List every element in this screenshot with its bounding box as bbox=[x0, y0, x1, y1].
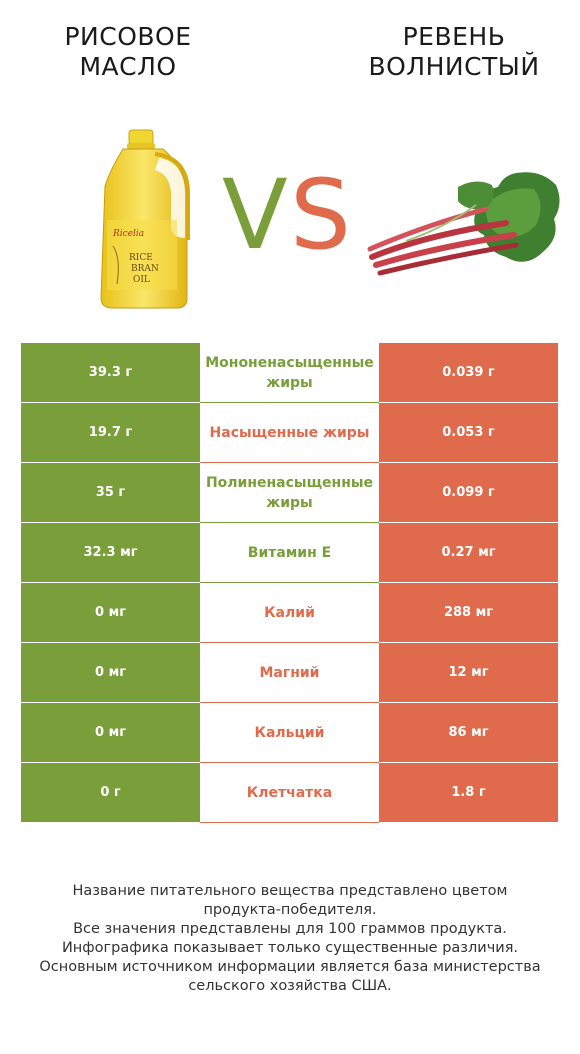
nutrient-name: Магний bbox=[259, 664, 320, 681]
right-value-cell: 0.039 г bbox=[379, 343, 558, 402]
nutrient-name-cell: Витамин E bbox=[200, 523, 379, 582]
table-row: 32.3 мг Витамин E 0.27 мг bbox=[21, 523, 558, 583]
table-row: 0 мг Магний 12 мг bbox=[21, 643, 558, 703]
vs-v-letter: V bbox=[222, 160, 288, 270]
nutrient-name: Витамин E bbox=[247, 544, 332, 561]
left-value-cell: 0 мг bbox=[21, 583, 200, 642]
left-product-title: Рисовое масло bbox=[3, 22, 253, 82]
row-divider bbox=[200, 822, 379, 823]
comparison-table: 39.3 г Мононенасыщенные жиры 0.039 г 19.7 г… bbox=[21, 343, 558, 823]
left-title-line2: масло bbox=[79, 52, 177, 81]
left-value-cell: 39.3 г bbox=[21, 343, 200, 402]
label-brand: Ricelia bbox=[112, 229, 144, 239]
label-line2: BRAN bbox=[131, 264, 159, 274]
label-line1: RICE bbox=[129, 253, 153, 263]
nutrient-name: Полиненасыщенные жиры bbox=[205, 474, 374, 511]
left-value-cell: 35 г bbox=[21, 463, 200, 522]
right-value-cell: 0.27 мг bbox=[379, 523, 558, 582]
table-row: 0 мг Кальций 86 мг bbox=[21, 703, 558, 763]
table-row: 35 г Полиненасыщенные жиры 0.099 г bbox=[21, 463, 558, 523]
left-value-cell: 0 мг bbox=[21, 703, 200, 762]
right-value-cell: 86 мг bbox=[379, 703, 558, 762]
row-divider bbox=[200, 522, 379, 523]
row-divider bbox=[200, 462, 379, 463]
vs-s-letter: S bbox=[290, 160, 351, 270]
footer-line: Инфографика показывает только существенн… bbox=[61, 940, 519, 956]
footer-line: Все значения представлены для 100 граммо… bbox=[73, 921, 507, 937]
right-value-cell: 0.053 г bbox=[379, 403, 558, 462]
table-row: 0 г Клетчатка 1.8 г bbox=[21, 763, 558, 823]
nutrient-name-cell: Магний bbox=[200, 643, 379, 702]
footer-notes: Название питательного вещества представл… bbox=[0, 882, 580, 996]
nutrient-name-cell: Калий bbox=[200, 583, 379, 642]
right-value-cell: 0.099 г bbox=[379, 463, 558, 522]
row-divider bbox=[200, 582, 379, 583]
left-value-cell: 32.3 мг bbox=[21, 523, 200, 582]
table-row: 19.7 г Насыщенные жиры 0.053 г bbox=[21, 403, 558, 463]
table-row: 39.3 г Мононенасыщенные жиры 0.039 г bbox=[21, 343, 558, 403]
left-value-cell: 19.7 г bbox=[21, 403, 200, 462]
nutrient-name: Калий bbox=[264, 604, 315, 621]
right-product-title: Ревень волнистый bbox=[329, 22, 579, 82]
nutrient-name: Насыщенные жиры bbox=[209, 424, 370, 441]
table-row: 0 мг Калий 288 мг bbox=[21, 583, 558, 643]
right-value-cell: 1.8 г bbox=[379, 763, 558, 822]
left-title-line1: Рисовое bbox=[64, 22, 192, 51]
left-value-cell: 0 мг bbox=[21, 643, 200, 702]
footer-line: продукта-победителя. bbox=[203, 902, 377, 918]
footer-line: Название питательного вещества представл… bbox=[72, 883, 508, 899]
row-divider bbox=[200, 762, 379, 763]
right-title-line1: Ревень bbox=[402, 22, 506, 51]
nutrient-name: Кальций bbox=[254, 724, 325, 741]
right-title-line2: волнистый bbox=[368, 52, 540, 81]
row-divider bbox=[200, 402, 379, 403]
label-line3: OIL bbox=[133, 275, 150, 285]
footer-line: сельского хозяйства США. bbox=[188, 978, 392, 994]
nutrient-name-cell: Насыщенные жиры bbox=[200, 403, 379, 462]
rhubarb-image bbox=[367, 172, 560, 276]
nutrient-name: Клетчатка bbox=[246, 784, 333, 801]
nutrient-name-cell: Клетчатка bbox=[200, 763, 379, 822]
right-value-cell: 288 мг bbox=[379, 583, 558, 642]
left-value-cell: 0 г bbox=[21, 763, 200, 822]
nutrient-name: Мононенасыщенные жиры bbox=[205, 354, 374, 391]
nutrient-name-cell: Мононенасыщенные жиры bbox=[200, 343, 379, 402]
vs-logo: V S bbox=[222, 160, 351, 270]
nutrient-name-cell: Кальций bbox=[200, 703, 379, 762]
rice-bran-oil-bottle-image: Ricelia RICE BRAN OIL bbox=[100, 129, 191, 309]
footer-line: Основным источником информации является … bbox=[39, 959, 541, 975]
row-divider bbox=[200, 642, 379, 643]
nutrient-name-cell: Полиненасыщенные жиры bbox=[200, 463, 379, 522]
row-divider bbox=[200, 702, 379, 703]
right-value-cell: 12 мг bbox=[379, 643, 558, 702]
